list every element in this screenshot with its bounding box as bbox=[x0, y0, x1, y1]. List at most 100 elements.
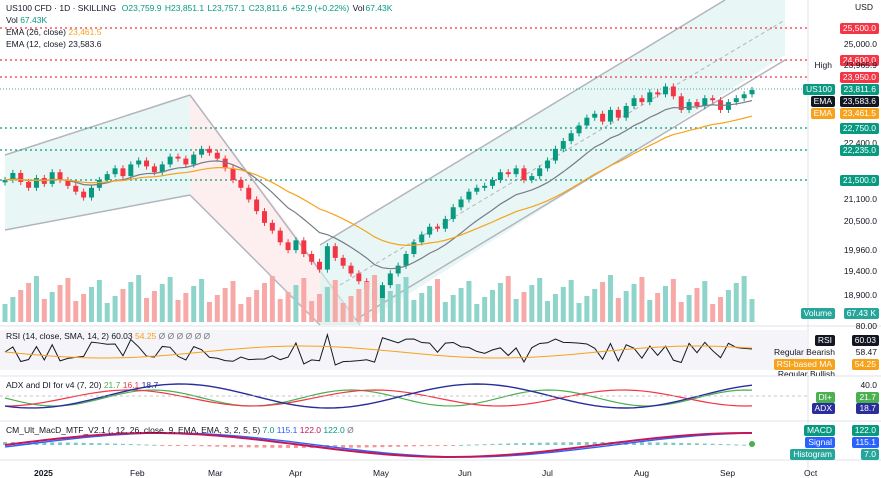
volume-bar bbox=[348, 296, 354, 322]
candle-body bbox=[474, 187, 480, 192]
symbol-name[interactable]: US100 CFD · 1D · SKILLING bbox=[6, 3, 117, 13]
volume-bar bbox=[434, 279, 440, 322]
macd-hist-bar bbox=[451, 445, 456, 446]
candle-body bbox=[246, 187, 252, 200]
candle-body bbox=[639, 98, 645, 103]
volume-bar bbox=[663, 286, 669, 322]
open-value: O23,759.9 bbox=[121, 3, 162, 13]
candle-body bbox=[427, 226, 433, 235]
candle-body bbox=[293, 240, 299, 251]
volume-bar bbox=[159, 284, 165, 322]
macd-hist-bar bbox=[537, 442, 542, 445]
ema26-legend[interactable]: EMA (26, close) 23,461.5 bbox=[6, 27, 101, 37]
price-tick-label: 20,500.0 bbox=[843, 216, 877, 226]
volume-bar bbox=[655, 293, 661, 322]
macd-hist-bar bbox=[466, 444, 471, 446]
candle-body bbox=[655, 92, 661, 95]
volume-bar bbox=[450, 295, 456, 322]
macd-hist-bar bbox=[97, 443, 102, 445]
macd-hist-bar bbox=[58, 442, 63, 445]
vol-indicator-line[interactable]: Vol 67.43K bbox=[6, 15, 47, 25]
volume-bar bbox=[301, 278, 307, 322]
change-value: +52.9 (+0.22%) bbox=[290, 3, 350, 13]
adx-legend[interactable]: ADX and DI for v4 (7, 20) 21.7 16.1 18.7 bbox=[6, 380, 158, 390]
macd-hist-bar bbox=[301, 445, 306, 448]
macd-hist-bar bbox=[639, 442, 644, 445]
volume-bar bbox=[552, 294, 558, 322]
volume-bar bbox=[317, 294, 323, 322]
rsi-ma-tag: RSI-based MA bbox=[773, 359, 835, 370]
volume-bar bbox=[615, 298, 621, 322]
volume-bar bbox=[309, 301, 315, 322]
candle-body bbox=[592, 113, 598, 118]
rsi-legend[interactable]: RSI (14, close, SMA, 14, 2) 60.03 54.25 … bbox=[6, 331, 210, 341]
candle-body bbox=[222, 158, 228, 169]
candle-body bbox=[88, 187, 94, 198]
macd-hist-bar bbox=[687, 443, 692, 445]
macd-legend[interactable]: CM_Ult_MacD_MTF_V2.1 (, 12, 26, close, 9… bbox=[6, 425, 354, 435]
macd-value-tag: 122.0 bbox=[851, 425, 879, 436]
candle-body bbox=[607, 109, 613, 122]
candle-body bbox=[81, 191, 87, 198]
bearish-value: 58.47 bbox=[855, 347, 877, 357]
candle-body bbox=[702, 98, 708, 107]
macd-hist-bar bbox=[514, 443, 519, 445]
candle-body bbox=[694, 102, 700, 107]
volume-bar bbox=[340, 303, 346, 322]
candle-body bbox=[686, 102, 692, 110]
volume-bar bbox=[230, 281, 236, 322]
candle-body bbox=[167, 156, 173, 165]
macd-hist-bar bbox=[356, 445, 361, 448]
volume-bar bbox=[261, 283, 267, 322]
macd-hist-bar bbox=[702, 443, 707, 445]
macd-hist-bar bbox=[348, 445, 353, 448]
ema12-legend[interactable]: EMA (12, close) 23,583.6 bbox=[6, 39, 101, 49]
time-axis-label: Feb bbox=[130, 468, 145, 478]
price-tick-label: 19,400.0 bbox=[843, 266, 877, 276]
volume-bar bbox=[592, 289, 598, 322]
macd-hist-bar bbox=[710, 443, 715, 445]
volume-bar bbox=[2, 304, 8, 322]
candle-body bbox=[741, 94, 747, 99]
candle-body bbox=[560, 141, 566, 149]
candle-body bbox=[332, 246, 338, 258]
candle-body bbox=[206, 148, 212, 153]
volume-bar bbox=[403, 277, 409, 322]
volume-bar bbox=[623, 291, 629, 322]
macd-hist-bar bbox=[199, 445, 204, 447]
macd-hist-bar bbox=[632, 442, 637, 445]
candle-body bbox=[419, 234, 425, 243]
volume-bar bbox=[120, 289, 126, 322]
macd-v2: 115.1 bbox=[276, 425, 298, 435]
rsi-axis-top: 80.00 bbox=[855, 321, 877, 331]
macd-hist-bar bbox=[65, 442, 70, 445]
macd-hist-bar bbox=[168, 445, 173, 446]
macd-hist-bar bbox=[246, 445, 251, 448]
high-value: 23,965.9 bbox=[843, 60, 877, 70]
price-level-tag: 21,500.0 bbox=[839, 175, 879, 186]
ema12-axis-tag: EMA bbox=[810, 96, 835, 107]
candle-body bbox=[442, 218, 448, 229]
macd-hist-bar bbox=[647, 442, 652, 445]
adx-line bbox=[4, 383, 753, 409]
macd-hist-bar bbox=[238, 445, 243, 448]
macd-hist-bar bbox=[616, 442, 621, 445]
candle-body bbox=[513, 168, 519, 175]
macd-hist-bar bbox=[592, 442, 597, 445]
candle-body bbox=[112, 168, 118, 175]
volume-bar bbox=[686, 295, 692, 322]
volume-bar bbox=[332, 280, 338, 322]
candle-body bbox=[615, 109, 621, 118]
macd-hist-bar bbox=[191, 445, 196, 447]
volume-bar bbox=[647, 300, 653, 322]
volume-bar bbox=[537, 278, 543, 322]
macd-hist-bar bbox=[262, 445, 267, 448]
volume-bar bbox=[183, 293, 189, 322]
volume-bar bbox=[545, 301, 551, 322]
adx-legend-value: 18.7 bbox=[141, 380, 159, 390]
macd-hist-bar bbox=[372, 445, 377, 448]
macd-hist-bar bbox=[671, 442, 676, 445]
macd-hist-bar bbox=[3, 442, 7, 445]
vol-label: Vol bbox=[352, 3, 365, 13]
